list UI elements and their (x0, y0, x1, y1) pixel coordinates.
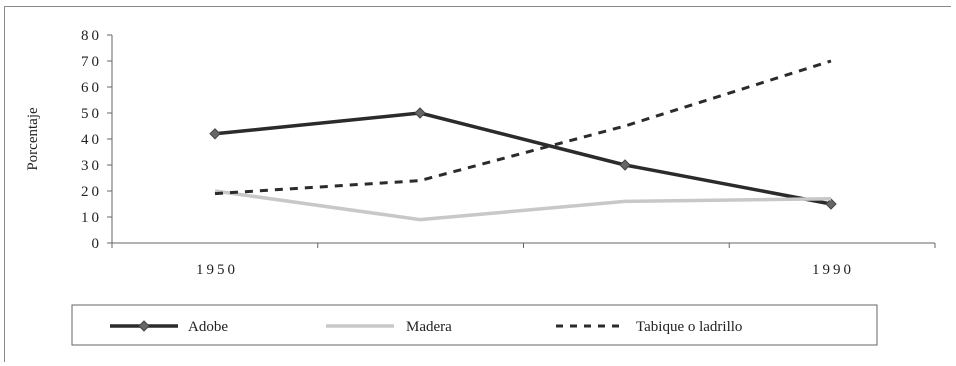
y-tick-label: 30 (81, 158, 102, 174)
y-tick-label: 0 (92, 236, 103, 252)
y-tick-label: 50 (81, 106, 102, 122)
x-tick-label: 1990 (812, 262, 854, 278)
x-tick-label: 1950 (196, 262, 238, 278)
legend-label-adobe: Adobe (188, 319, 228, 335)
series-line-adobe (214, 111, 832, 206)
y-tick-label: 60 (81, 80, 102, 96)
legend-marker-adobe (138, 320, 150, 332)
series-line-madera (214, 189, 832, 222)
data-point-adobe (619, 159, 631, 171)
y-tick-label: 70 (81, 54, 102, 70)
y-tick-label: 40 (81, 132, 102, 148)
series-line-tabique-o-ladrillo (214, 59, 832, 196)
y-tick-label: 20 (81, 184, 102, 200)
y-tick-label: 80 (81, 28, 102, 44)
legend-label-madera: Madera (406, 319, 452, 335)
legend-box (71, 304, 878, 346)
chart-frame (4, 6, 951, 362)
legend-label-tabique-o-ladrillo: Tabique o ladrillo (636, 319, 742, 335)
data-point-adobe (209, 128, 221, 140)
y-tick-label: 10 (81, 210, 102, 226)
y-axis-title: Porcentaje (25, 107, 41, 171)
data-point-adobe (825, 198, 837, 210)
data-point-adobe (414, 107, 426, 119)
